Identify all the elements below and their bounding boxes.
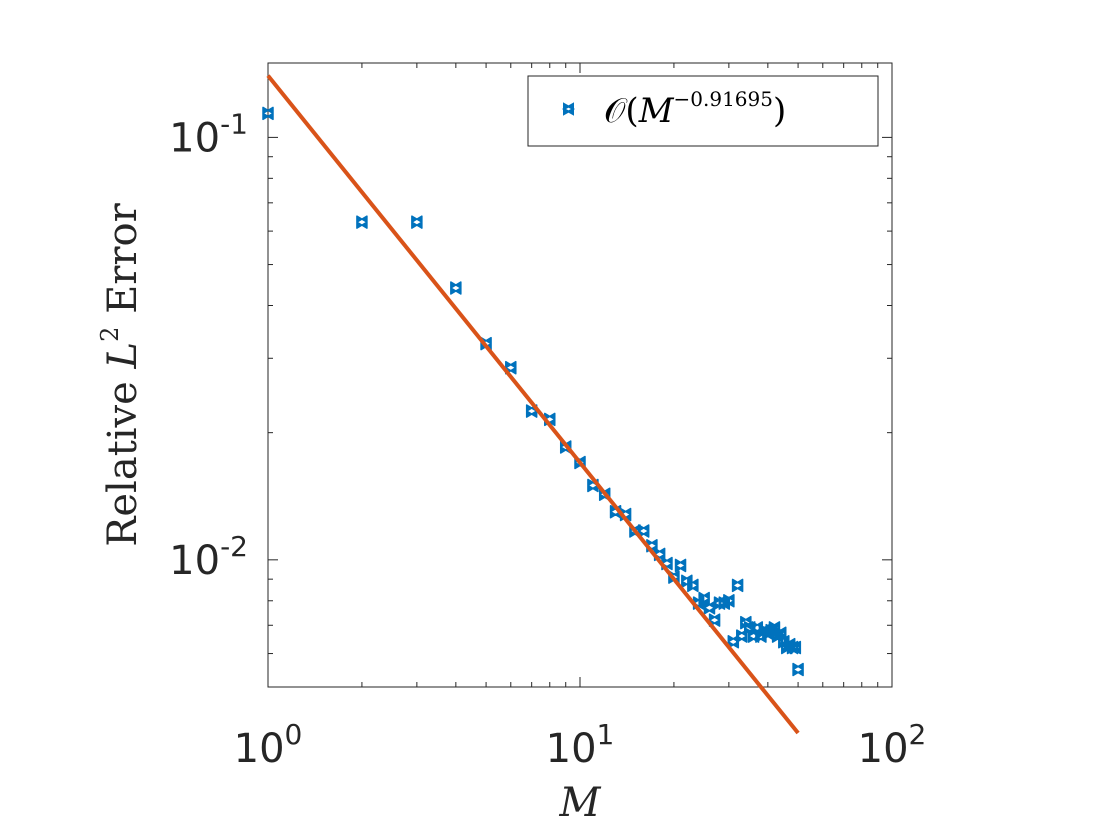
- scatter-point: [637, 524, 650, 538]
- x-tick-label: 100: [234, 718, 303, 772]
- y-tick-label-exponent: -1: [220, 107, 248, 140]
- x-axis-title: M: [559, 780, 602, 826]
- legend: 𝒪(M−0.91695): [527, 75, 879, 147]
- legend-marker: [561, 102, 576, 116]
- legend-label-variable: M: [638, 91, 675, 131]
- x-tick-label: 101: [546, 718, 615, 772]
- y-tick-label: 10-2: [169, 530, 248, 584]
- x-tick-label-base: 10: [546, 726, 597, 772]
- plot-area: [267, 62, 893, 688]
- y-axis-title: Relative L2 Error: [96, 202, 146, 546]
- y-axis-title-suffix: Error: [100, 202, 146, 326]
- x-tick-labels: 100 101 102: [234, 718, 927, 772]
- scatter-point: [789, 640, 802, 655]
- legend-label-suffix: ): [773, 91, 786, 131]
- y-tick-label-exponent: -2: [220, 530, 248, 563]
- x-tick-label-exponent: 0: [285, 718, 303, 751]
- scatter-point: [450, 281, 462, 295]
- fit-line-series: [266, 74, 800, 735]
- y-tick-labels: 10-210-1: [169, 107, 248, 583]
- y-tick-label: 10-1: [169, 107, 248, 161]
- scatter-point: [792, 662, 804, 677]
- scatter-point: [674, 558, 687, 573]
- minor-ticks: [268, 63, 892, 688]
- scatter-point: [731, 578, 744, 593]
- x-tick-label: 102: [858, 718, 927, 772]
- legend-label-exponent: −0.91695: [674, 87, 773, 111]
- x-tick-label-exponent: 2: [909, 718, 927, 751]
- legend-label: 𝒪(M−0.91695): [604, 87, 786, 131]
- x-tick-label-base: 10: [858, 726, 909, 772]
- scatter-point: [411, 215, 423, 229]
- scatter-point: [356, 215, 368, 229]
- scatter-point: [727, 634, 740, 649]
- legend-label-prefix: 𝒪(: [604, 91, 639, 131]
- legend-box: [527, 75, 879, 147]
- y-tick-label-base: 10: [169, 538, 220, 584]
- y-axis-title-variable: L: [100, 342, 146, 370]
- scatter-point: [262, 106, 274, 121]
- scatter-point: [687, 578, 699, 593]
- fit-line: [266, 74, 800, 735]
- major-ticks: [267, 63, 893, 687]
- y-axis-title-exponent: 2: [96, 327, 124, 342]
- scatter-point: [708, 613, 721, 627]
- x-tick-label-base: 10: [234, 726, 285, 772]
- y-tick-label-base: 10: [169, 115, 220, 161]
- x-tick-label-exponent: 1: [597, 718, 615, 751]
- scatter-point: [723, 594, 735, 608]
- y-axis-title-prefix: Relative: [100, 368, 146, 546]
